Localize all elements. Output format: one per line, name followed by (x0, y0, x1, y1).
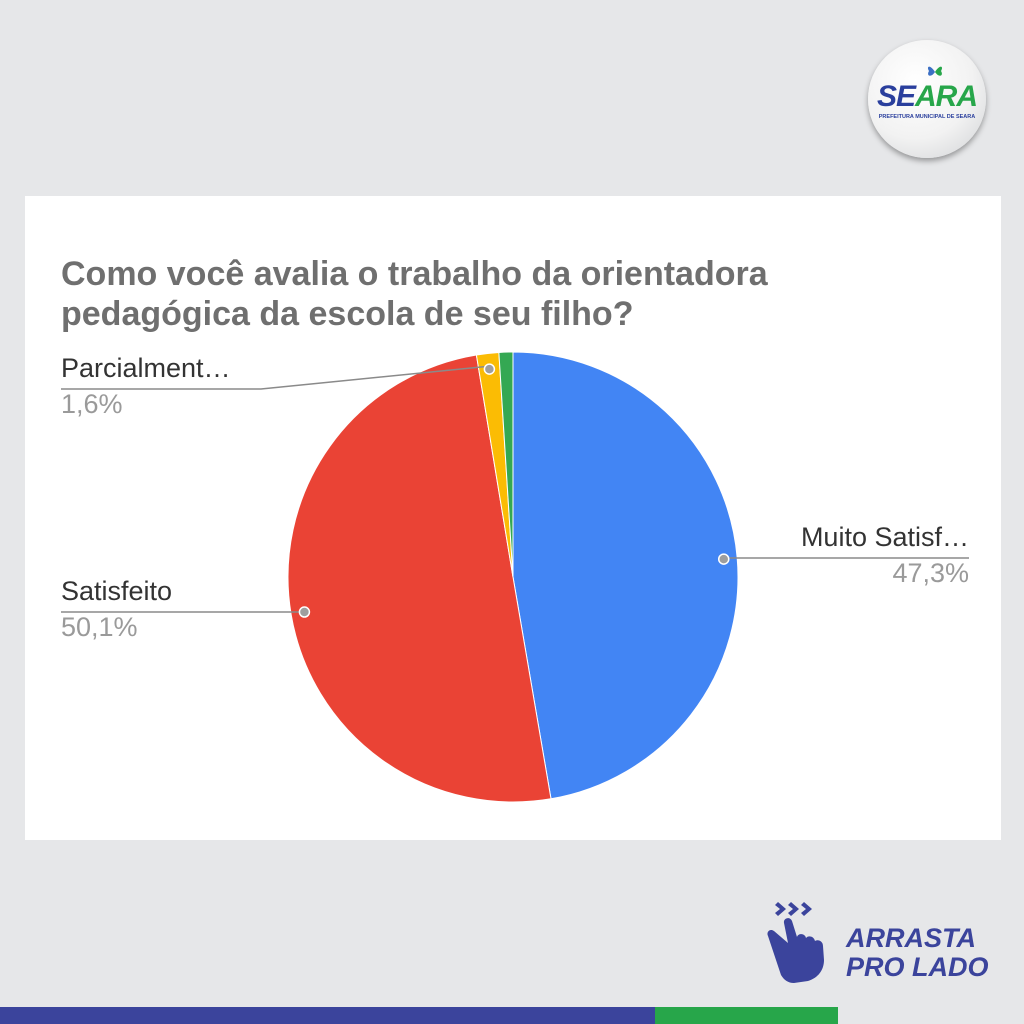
slice-label-2: Parcialment… (61, 353, 231, 383)
leader-dot-2 (483, 363, 496, 375)
footer-bar-green (655, 1007, 838, 1024)
butterfly-icon (927, 66, 943, 76)
pie-slice-0 (512, 351, 739, 800)
logo-subtitle: PREFEITURA MUNICIPAL DE SEARA (878, 114, 976, 120)
slice-value-2: 1,6% (61, 389, 123, 419)
slice-label-0: Muito Satisf… (801, 522, 969, 552)
pie-slice-3 (498, 351, 514, 578)
slice-value-0: 47,3% (892, 558, 969, 588)
swipe-hand-icon (767, 902, 824, 983)
leader-dot-1 (298, 606, 311, 618)
seara-logo: SEARA PREFEITURA MUNICIPAL DE SEARA (868, 40, 986, 158)
pie-chart: Muito Satisf… 47,3% Satisfeito 50,1% Parcial… (61, 351, 969, 803)
chart-card: Como você avalia o trabalho da orientado… (25, 196, 1001, 840)
pie-slice-1 (287, 354, 552, 803)
logo-wordmark: SEARA (876, 80, 978, 113)
swipe-line-2: PRO LADO (846, 952, 989, 982)
swipe-line-1: ARRASTA (846, 923, 976, 953)
footer-bar-blue (0, 1007, 655, 1024)
slice-label-1: Satisfeito (61, 576, 172, 606)
leader-dot-0 (717, 553, 730, 565)
swipe-text: ARRASTA PRO LADO (846, 924, 989, 982)
slice-value-1: 50,1% (61, 612, 138, 642)
chart-title: Como você avalia o trabalho da orientado… (61, 255, 768, 333)
swipe-hint: ARRASTA PRO LADO (762, 898, 992, 988)
